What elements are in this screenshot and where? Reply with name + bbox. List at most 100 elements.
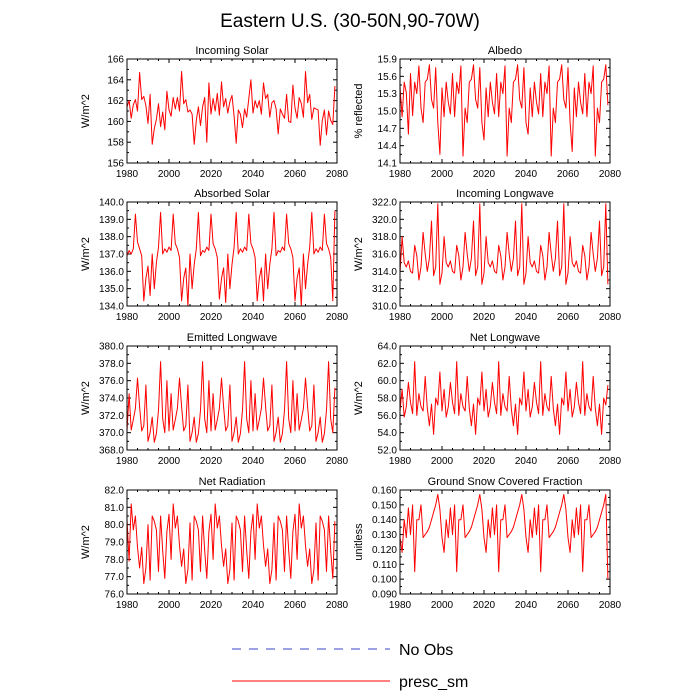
panel-net-radiation-ylabel: W/m^2: [80, 525, 92, 559]
panel-net-longwave-ytick-label: 60.0: [378, 376, 398, 387]
panel-net-radiation-ytick-label: 78.0: [105, 555, 125, 566]
panel-ground-snow-covered-fraction-series-presc-sm: [399, 493, 609, 580]
panel-net-radiation: Net Radiation 76.0 77.0 78.0 79.0 80.0 81.0 82.…: [80, 476, 349, 611]
panel-incoming-solar: Incoming Solar 156 158 160 162 164 166 1980 2000…: [80, 45, 349, 180]
panel-incoming-solar-xtick-label: 2040: [242, 169, 265, 180]
panel-incoming-solar-xtick-label: 2000: [158, 169, 181, 180]
panel-incoming-solar-xtick-label: 2020: [200, 169, 223, 180]
panel-absorbed-solar: Absorbed Solar 134.0 135.0 136.0 137.0 138.0 1…: [80, 188, 349, 323]
panel-emitted-longwave-xtick-label: 2040: [242, 456, 265, 467]
panel-ground-snow-covered-fraction-ytick-label: 0.140: [372, 515, 397, 526]
panel-emitted-longwave-title: Emitted Longwave: [187, 332, 278, 344]
panel-albedo-xtick-label: 2000: [431, 169, 454, 180]
panel-incoming-longwave-series-presc-sm: [399, 203, 609, 285]
panel-ground-snow-covered-fraction-ytick-label: 0.150: [372, 500, 397, 511]
panel-absorbed-solar-ytick-label: 134.0: [99, 302, 124, 313]
panel-absorbed-solar-frame: [126, 201, 338, 307]
panel-albedo: Albedo 14.1 14.4 14.7 15.0 15.3 15.6 15.9 1980 20…: [353, 45, 622, 180]
panel-incoming-longwave-ylabel: W/m^2: [353, 237, 365, 271]
panel-ground-snow-covered-fraction-xtick-label: 1980: [389, 600, 412, 611]
panel-ground-snow-covered-fraction-ytick-label: 0.100: [372, 575, 397, 586]
panel-net-radiation-xtick-label: 1980: [116, 600, 139, 611]
panel-incoming-longwave-ytick-label: 314.0: [372, 267, 397, 278]
panel-incoming-solar-series-presc-sm: [126, 70, 336, 146]
panel-emitted-longwave-xtick-label: 1980: [116, 456, 139, 467]
panel-albedo-series-presc-sm: [399, 64, 609, 157]
panel-absorbed-solar-xtick-label: 2020: [200, 312, 223, 323]
panel-incoming-longwave-xtick-label: 2040: [515, 312, 538, 323]
panel-emitted-longwave-xtick-label: 2080: [326, 456, 349, 467]
panel-incoming-longwave-ytick-label: 312.0: [372, 284, 397, 295]
panel-net-radiation-xtick-label: 2080: [326, 600, 349, 611]
panel-absorbed-solar-xtick-label: 2040: [242, 312, 265, 323]
panel-albedo-xtick-label: 2040: [515, 169, 538, 180]
panel-net-longwave-title: Net Longwave: [470, 332, 540, 344]
panel-albedo-ytick-label: 15.6: [378, 72, 398, 83]
panel-absorbed-solar-ytick-label: 138.0: [99, 232, 124, 243]
panel-incoming-longwave-ytick-label: 320.0: [372, 215, 397, 226]
panel-ground-snow-covered-fraction-xtick-label: 2000: [431, 600, 454, 611]
panel-emitted-longwave: Emitted Longwave 368.0 370.0 372.0 374.0 376.…: [80, 332, 349, 467]
panel-net-longwave-xtick-label: 2040: [515, 456, 538, 467]
panel-ground-snow-covered-fraction-ytick-label: 0.110: [373, 560, 398, 571]
panel-net-longwave-ylabel: W/m^2: [353, 381, 365, 415]
panel-net-longwave-ytick-label: 54.0: [378, 428, 398, 439]
panel-net-longwave-ytick-label: 58.0: [378, 394, 398, 405]
panel-emitted-longwave-xtick-label: 2000: [158, 456, 181, 467]
panel-incoming-longwave-ytick-label: 316.0: [372, 250, 397, 261]
panel-ground-snow-covered-fraction-ytick-label: 0.120: [372, 545, 397, 556]
panel-ground-snow-covered-fraction-ylabel: unitless: [353, 523, 365, 561]
panel-ground-snow-covered-fraction-ytick-label: 0.130: [372, 530, 397, 541]
panel-absorbed-solar-ytick-label: 139.0: [99, 215, 124, 226]
panel-absorbed-solar-xtick-label: 2060: [284, 312, 307, 323]
panel-incoming-solar-ytick-label: 158: [107, 138, 124, 149]
panel-net-radiation-ytick-label: 81.0: [105, 503, 125, 514]
panel-absorbed-solar-ytick-label: 136.0: [99, 267, 124, 278]
panel-ground-snow-covered-fraction-ytick-label: 0.160: [372, 486, 397, 497]
panel-incoming-longwave-ytick-label: 310.0: [372, 302, 397, 313]
panel-ground-snow-covered-fraction-frame: [399, 489, 611, 595]
panel-incoming-longwave-title: Incoming Longwave: [456, 188, 554, 200]
panel-emitted-longwave-frame: [126, 345, 338, 451]
panel-albedo-xtick-label: 2080: [599, 169, 622, 180]
panel-absorbed-solar-ylabel: W/m^2: [80, 237, 92, 271]
panel-incoming-solar-ytick-label: 160: [107, 117, 124, 128]
panel-absorbed-solar-series-presc-sm: [126, 210, 336, 307]
panel-incoming-longwave-ytick-label: 318.0: [372, 232, 397, 243]
panel-net-longwave-ytick-label: 56.0: [378, 411, 398, 422]
panel-net-radiation-title: Net Radiation: [199, 476, 266, 488]
panels-group: Incoming Solar 156 158 160 162 164 166 1980 2000…: [80, 45, 622, 611]
panel-albedo-ytick-label: 15.0: [378, 107, 398, 118]
panel-incoming-longwave-ytick-label: 322.0: [372, 198, 397, 209]
panel-emitted-longwave-xtick-label: 2060: [284, 456, 307, 467]
panel-incoming-solar-ylabel: W/m^2: [80, 94, 92, 128]
panel-absorbed-solar-ytick-label: 140.0: [99, 198, 124, 209]
legend-no-obs-label: No Obs: [399, 642, 453, 659]
panel-net-longwave-xtick-label: 2000: [431, 456, 454, 467]
panel-emitted-longwave-ytick-label: 378.0: [99, 359, 124, 370]
panel-net-longwave-xtick-label: 2060: [557, 456, 580, 467]
panel-albedo-ytick-label: 15.3: [378, 89, 398, 100]
panel-incoming-longwave-xtick-label: 2060: [557, 312, 580, 323]
panel-incoming-longwave-xtick-label: 2080: [599, 312, 622, 323]
panel-net-longwave: Net Longwave 52.0 54.0 56.0 58.0 60.0 62.0 64.0…: [353, 332, 622, 467]
figure-title: Eastern U.S. (30-50N,90-70W): [220, 11, 480, 32]
panel-emitted-longwave-ytick-label: 374.0: [99, 394, 124, 405]
panel-net-longwave-ytick-label: 52.0: [378, 446, 398, 457]
panel-net-longwave-frame: [399, 345, 611, 451]
panel-incoming-solar-ytick-label: 156: [107, 159, 124, 170]
panel-ground-snow-covered-fraction: Ground Snow Covered Fraction 0.090 0.100 0.…: [353, 476, 622, 611]
panel-emitted-longwave-series-presc-sm: [126, 361, 336, 443]
panel-albedo-ylabel: % reflected: [353, 83, 365, 138]
panel-net-radiation-xtick-label: 2020: [200, 600, 223, 611]
panel-absorbed-solar-xtick-label: 2000: [158, 312, 181, 323]
panel-albedo-xtick-label: 1980: [389, 169, 412, 180]
panel-ground-snow-covered-fraction-xtick-label: 2040: [515, 600, 538, 611]
panel-net-longwave-ytick-label: 62.0: [378, 359, 398, 370]
panel-net-longwave-series-presc-sm: [399, 361, 609, 435]
panel-net-radiation-ytick-label: 80.0: [105, 520, 125, 531]
panel-absorbed-solar-xtick-label: 1980: [116, 312, 139, 323]
panel-incoming-longwave: Incoming Longwave 310.0 312.0 314.0 316.0 318…: [353, 188, 622, 323]
panel-net-radiation-ytick-label: 76.0: [105, 590, 125, 601]
panel-net-radiation-ytick-label: 77.0: [105, 572, 125, 583]
